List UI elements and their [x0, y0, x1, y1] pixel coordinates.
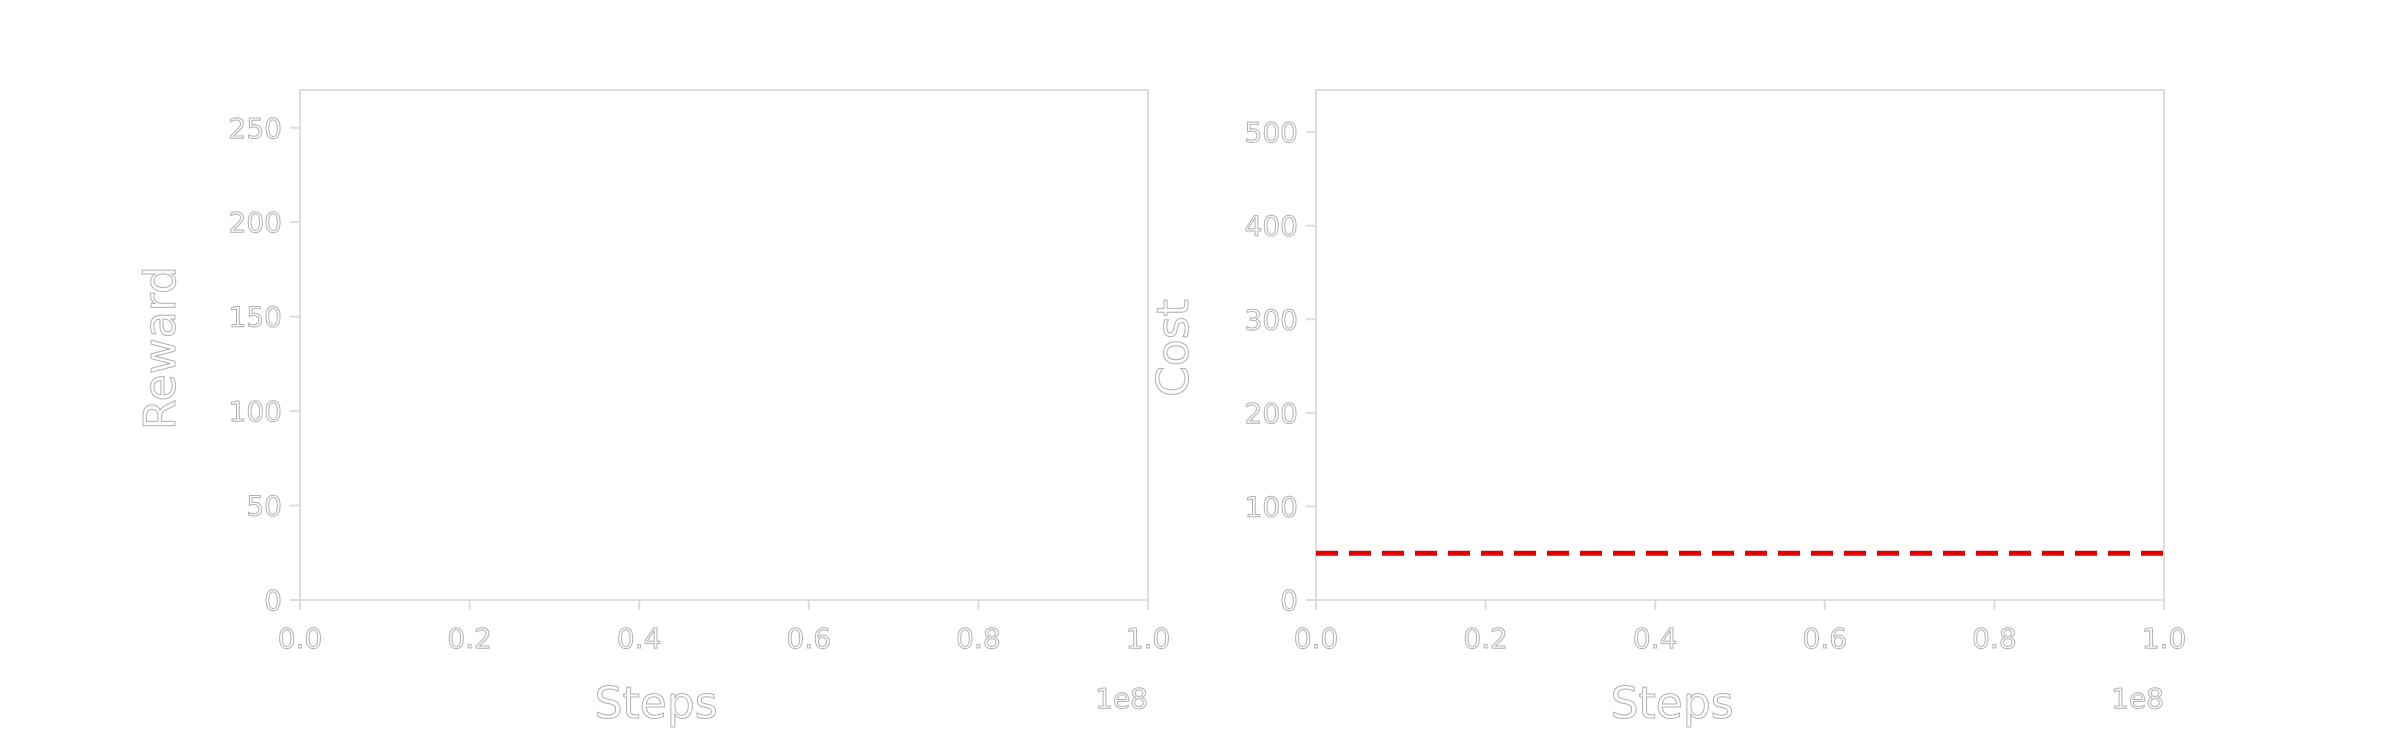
- y-tick-label: 150: [229, 301, 282, 334]
- y-tick-label: 400: [1245, 210, 1298, 243]
- x-tick-label: 0.0: [278, 622, 323, 655]
- y-tick-label: 200: [1245, 397, 1298, 430]
- x-tick-label: 0.8: [1972, 622, 2017, 655]
- x-tick-label: 0.8: [956, 622, 1001, 655]
- x-tick-label: 0.4: [617, 622, 662, 655]
- y-tick-label: 0: [1280, 584, 1298, 617]
- y-axis-label: Cost: [1148, 299, 1199, 397]
- y-axis-label: Reward: [135, 266, 186, 430]
- y-tick-label: 0: [264, 584, 282, 617]
- charts-container: 0.0 0.2 0.4 0.6 0.8 1.0 0 50 100 150 200 250 Steps 1e…: [135, 89, 2187, 730]
- y-tick-label: 50: [246, 490, 282, 523]
- y-tick-label: 200: [229, 206, 282, 239]
- chart-panel-2: 0.0 0.2 0.4 0.6 0.8 1.0 0 100 200 300 400 500 Steps 1…: [1148, 89, 2187, 730]
- x-tick-label: 0.2: [1463, 622, 1508, 655]
- y-tick-label: 250: [229, 112, 282, 145]
- x-tick-label: 0.0: [1294, 622, 1339, 655]
- x-tick-label: 0.2: [447, 622, 492, 655]
- x-axis-label: Steps: [1611, 678, 1734, 729]
- x-axis-label: Steps: [595, 678, 718, 729]
- x-tick-label: 0.4: [1633, 622, 1678, 655]
- chart-panel-1: 0.0 0.2 0.4 0.6 0.8 1.0 0 50 100 150 200 250 Steps 1e…: [135, 89, 1171, 730]
- y-tick-label: 100: [1245, 490, 1298, 523]
- y-tick-label: 100: [229, 395, 282, 428]
- x-tick-label: 0.6: [787, 622, 832, 655]
- x-tick-label: 1.0: [1126, 622, 1171, 655]
- plot-frame: [1315, 89, 2165, 601]
- x-offset-label: 1e8: [2111, 682, 2164, 715]
- x-tick-label: 1.0: [2142, 622, 2187, 655]
- y-tick-label: 500: [1245, 116, 1298, 149]
- x-offset-label: 1e8: [1095, 682, 1148, 715]
- y-tick-label: 300: [1245, 303, 1298, 336]
- plot-frame: [299, 89, 1149, 601]
- x-tick-label: 0.6: [1803, 622, 1848, 655]
